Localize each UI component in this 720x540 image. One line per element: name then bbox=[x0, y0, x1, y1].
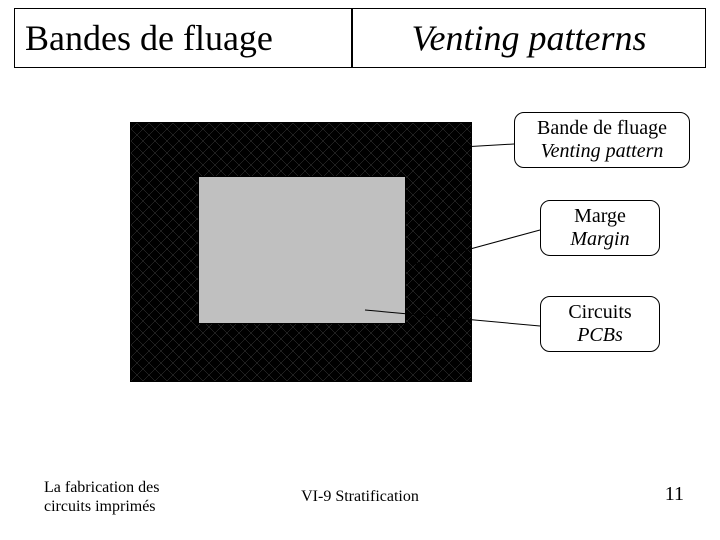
title-left-text: Bandes de fluage bbox=[25, 17, 273, 59]
footer-page-number: 11 bbox=[665, 483, 684, 506]
slide: Bandes de fluage Venting patterns Bande … bbox=[0, 0, 720, 540]
label-pcbs-main: Circuits bbox=[568, 301, 631, 324]
title-right-box: Venting patterns bbox=[352, 8, 706, 68]
label-margin-sub: Margin bbox=[570, 228, 629, 251]
label-margin: MargeMargin bbox=[540, 200, 660, 256]
label-venting-main: Bande de fluage bbox=[537, 117, 667, 140]
diagram-inner bbox=[198, 176, 406, 324]
title-right-text: Venting patterns bbox=[412, 17, 647, 59]
footer-center: VI-9 Stratification bbox=[0, 488, 720, 506]
label-pcbs-sub: PCBs bbox=[577, 324, 623, 347]
label-venting: Bande de fluageVenting pattern bbox=[514, 112, 690, 168]
title-left-box: Bandes de fluage bbox=[14, 8, 352, 68]
label-margin-main: Marge bbox=[574, 205, 626, 228]
label-pcbs: CircuitsPCBs bbox=[540, 296, 660, 352]
label-venting-sub: Venting pattern bbox=[541, 140, 664, 163]
